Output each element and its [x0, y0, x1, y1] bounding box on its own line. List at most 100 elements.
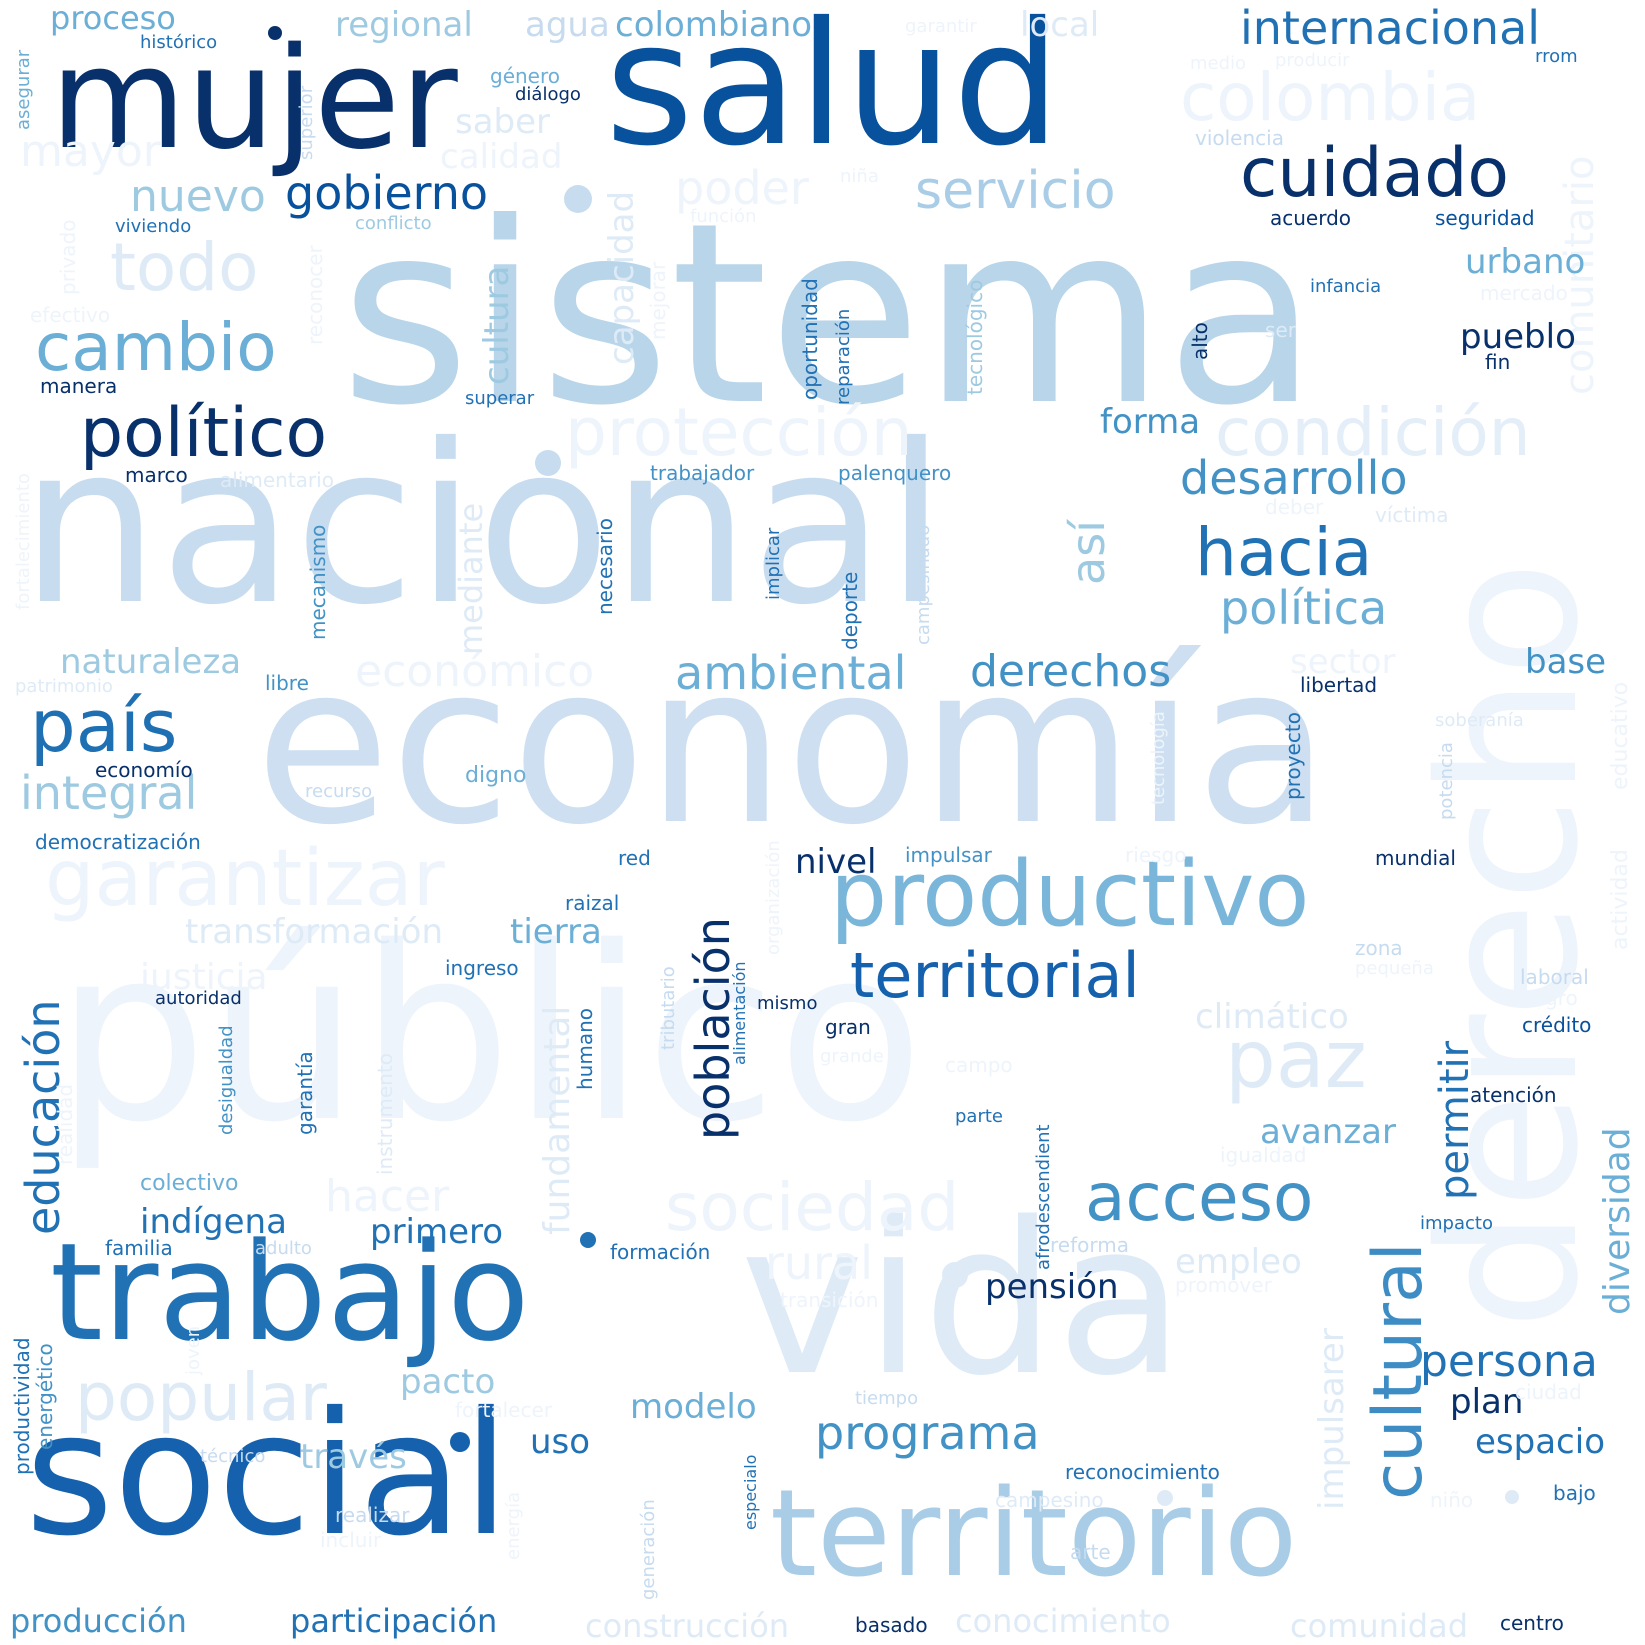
word-privado: privado	[56, 219, 80, 296]
word-desigualdad: desigualdad	[216, 1025, 237, 1135]
word-colectivo: colectivo	[140, 1171, 239, 1196]
word-productivo: productivo	[830, 842, 1310, 947]
word-victima: víctima	[1375, 503, 1449, 527]
word-diversidad: diversidad	[1597, 1127, 1638, 1315]
word-productividad: productividad	[10, 1337, 34, 1475]
word-bajo: bajo	[1553, 1481, 1596, 1505]
word-libre: libre	[265, 671, 309, 695]
word-transicion: transición	[780, 1288, 879, 1312]
word-justicia: justicia	[140, 957, 268, 998]
word-centro: centro	[1500, 1611, 1564, 1635]
word-vida: vida	[740, 1177, 1185, 1422]
word-colombiano: colombiano	[615, 5, 813, 45]
word-naturaleza: naturaleza	[60, 642, 242, 682]
word-mayor: mayor	[20, 126, 161, 177]
word-indigena: indígena	[140, 1202, 287, 1242]
word-nivel: nivel	[795, 842, 877, 882]
word-violencia: violencia	[1195, 126, 1284, 150]
word-negro: negro	[1520, 986, 1578, 1010]
word-popular: popular	[75, 1359, 327, 1436]
word-fortalecimiento: fortalecimiento	[13, 473, 34, 610]
word-cultura: cultura	[477, 265, 517, 385]
word-trabajo: trabajo	[50, 1214, 530, 1371]
word-forma: forma	[1100, 402, 1201, 442]
word-hacia: hacia	[1195, 514, 1373, 591]
dot-mark	[450, 1432, 470, 1452]
word-pueblo: pueblo	[1460, 317, 1576, 357]
word-mejorar: mejorar	[646, 261, 670, 340]
word-dialogo: diálogo	[515, 84, 581, 105]
word-uso: uso	[530, 1422, 591, 1462]
word-marco: marco	[125, 463, 188, 487]
word-capacidad: capacidad	[602, 190, 642, 365]
word-digno: digno	[465, 763, 527, 788]
word-proyecto: proyecto	[1281, 712, 1305, 800]
word-produccion: producción	[10, 1602, 187, 1640]
word-impacto: impacto	[1420, 1213, 1493, 1234]
word-social: social	[25, 1376, 510, 1574]
word-tecnologia: tecnología	[1148, 711, 1169, 805]
word-tierra: tierra	[510, 912, 602, 952]
word-avanzar: avanzar	[1260, 1112, 1396, 1152]
word-necesario: necesario	[593, 518, 617, 615]
word-modelo: modelo	[630, 1387, 757, 1427]
word-deporte: deporte	[838, 571, 862, 650]
word-instrumento: instrumento	[373, 1053, 397, 1175]
word-zona: zona	[1355, 936, 1403, 960]
word-calidad: calidad	[440, 137, 563, 177]
word-reforma: reforma	[1050, 1233, 1129, 1257]
word-energia: energía	[503, 1491, 524, 1560]
word-mediante: mediante	[452, 502, 490, 655]
word-pacto: pacto	[400, 1362, 496, 1402]
word-campesino: campesino	[995, 1488, 1104, 1512]
word-condicion: condición	[1215, 394, 1531, 471]
word-tecnico: técnico	[200, 1446, 266, 1467]
word-programa: programa	[815, 1406, 1040, 1460]
word-joven: joven	[183, 1325, 204, 1375]
word-agua: agua	[525, 5, 610, 45]
word-energetico: energético	[33, 1343, 57, 1450]
word-producir: producir	[1275, 50, 1350, 71]
word-atencion: atención	[1470, 1083, 1557, 1107]
word-ingreso: ingreso	[445, 956, 519, 980]
word-todo: todo	[110, 229, 259, 306]
word-mujer: mujer	[50, 18, 458, 181]
word-acceso: acceso	[1085, 1159, 1314, 1236]
word-viviendo: viviendo	[115, 216, 192, 237]
word-politico: político	[80, 394, 328, 473]
word-nacional: nacional	[20, 397, 947, 653]
word-actividad: actividad	[1608, 849, 1633, 950]
word-libertad: libertad	[1300, 673, 1378, 697]
word-mecanismo: mecanismo	[306, 524, 330, 640]
word-conocimiento: conocimiento	[955, 1602, 1171, 1640]
word-impulsar: impulsar	[905, 843, 992, 867]
word-persona: persona	[1420, 1336, 1598, 1387]
word-garantir: garantir	[905, 16, 977, 37]
word-cambio: cambio	[35, 309, 277, 386]
word-ciudad: ciudad	[1515, 1380, 1582, 1404]
word-participacion: participación	[290, 1602, 498, 1640]
word-desarrollo: desarrollo	[1180, 451, 1408, 505]
word-impulsarer: impulsarer	[1312, 1328, 1352, 1510]
word-conflicto: conflicto	[355, 213, 432, 234]
word-educativo: educativo	[1608, 681, 1633, 790]
word-reparacion: reparación	[833, 308, 854, 405]
word-tributario: tributario	[658, 966, 679, 1050]
word-igualdad: igualdad	[1220, 1143, 1307, 1167]
word-nuevo: nuevo	[130, 171, 266, 222]
word-tiempo: tiempo	[855, 1388, 919, 1409]
word-mundial: mundial	[1375, 846, 1456, 870]
word-incluir: incluir	[320, 1528, 382, 1552]
word-economio: economío	[95, 758, 193, 782]
word-economico: económico	[355, 646, 595, 697]
word-humano: humano	[573, 1007, 597, 1090]
word-alimentacion: alimentación	[730, 961, 749, 1065]
word-soberania: soberanía	[1435, 710, 1524, 731]
word-sociedad: sociedad	[665, 1169, 960, 1246]
word-especialo: especialo	[741, 1454, 760, 1530]
word-fortalecer: fortalecer	[455, 1398, 552, 1422]
word-sistema: sistema	[340, 169, 1319, 460]
word-empleo: empleo	[1175, 1242, 1302, 1282]
word-trabajador: trabajador	[650, 461, 755, 485]
word-recurso: recurso	[305, 781, 373, 802]
